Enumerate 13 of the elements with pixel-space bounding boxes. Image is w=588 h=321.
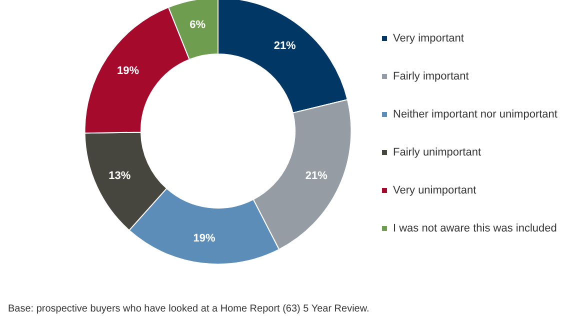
legend-label: Fairly important	[393, 70, 469, 82]
legend-label: Very unimportant	[393, 184, 476, 196]
legend-label: I was not aware this was included	[393, 222, 557, 234]
legend-label: Fairly unimportant	[393, 146, 482, 158]
data-label: 21%	[274, 40, 296, 52]
data-label: 21%	[305, 170, 328, 182]
legend-label: Very important	[393, 32, 464, 44]
text: Base: prospective buyers who have looked at a Home Report (63) 5 Year Review.	[8, 304, 370, 314]
data-label: 6%	[190, 18, 206, 31]
data-label: 13%	[108, 170, 131, 182]
data-label: 19%	[193, 232, 216, 244]
legend-label: Neither important nor unimportant	[393, 108, 558, 120]
data-label: 19%	[116, 65, 140, 78]
